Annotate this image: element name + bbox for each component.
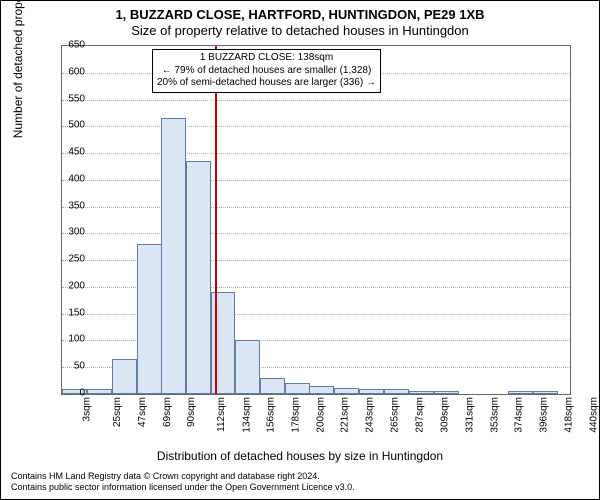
y-tick-label: 150 bbox=[55, 307, 85, 318]
y-tick-label: 600 bbox=[55, 66, 85, 77]
histogram-bar bbox=[434, 391, 459, 394]
y-tick-label: 200 bbox=[55, 280, 85, 291]
plot-area: 1 BUZZARD CLOSE: 138sqm ← 79% of detache… bbox=[61, 45, 571, 395]
y-axis-label: Number of detached properties bbox=[11, 0, 25, 138]
histogram-bar bbox=[508, 391, 533, 394]
grid-line bbox=[62, 100, 570, 101]
y-tick-label: 350 bbox=[55, 200, 85, 211]
x-tick-label: 112sqm bbox=[215, 397, 226, 432]
x-tick-label: 69sqm bbox=[162, 397, 173, 427]
histogram-bar bbox=[87, 389, 112, 394]
y-tick-label: 650 bbox=[55, 40, 85, 51]
x-tick-label: 309sqm bbox=[440, 397, 451, 433]
x-tick-label: 156sqm bbox=[266, 397, 277, 433]
footer-line1: Contains HM Land Registry data © Crown c… bbox=[11, 471, 355, 482]
chart-title-line1: 1, BUZZARD CLOSE, HARTFORD, HUNTINGDON, … bbox=[1, 7, 599, 22]
annotation-line2: ← 79% of detached houses are smaller (1,… bbox=[157, 65, 376, 78]
x-tick-label: 331sqm bbox=[465, 397, 476, 433]
x-tick-label: 396sqm bbox=[538, 397, 549, 433]
y-tick-label: 550 bbox=[55, 93, 85, 104]
grid-line bbox=[62, 126, 570, 127]
x-tick-label: 440sqm bbox=[588, 397, 599, 433]
x-tick-label: 47sqm bbox=[137, 397, 148, 427]
x-tick-label: 221sqm bbox=[340, 397, 351, 433]
histogram-bar bbox=[161, 118, 186, 394]
x-tick-label: 25sqm bbox=[112, 397, 123, 427]
grid-line bbox=[62, 207, 570, 208]
footer-line2: Contains public sector information licen… bbox=[11, 482, 355, 493]
y-tick-label: 50 bbox=[55, 361, 85, 372]
reference-line bbox=[215, 46, 217, 394]
y-tick-label: 250 bbox=[55, 254, 85, 265]
x-tick-label: 200sqm bbox=[316, 397, 327, 433]
histogram-bar bbox=[112, 359, 137, 394]
chart-container: 1, BUZZARD CLOSE, HARTFORD, HUNTINGDON, … bbox=[0, 0, 600, 500]
grid-line bbox=[62, 153, 570, 154]
histogram-bar bbox=[309, 386, 334, 394]
histogram-bar bbox=[533, 391, 558, 394]
annotation-line1: 1 BUZZARD CLOSE: 138sqm bbox=[157, 52, 376, 65]
histogram-bar bbox=[409, 391, 434, 394]
histogram-bar bbox=[359, 389, 384, 394]
histogram-bar bbox=[384, 389, 409, 394]
x-tick-label: 3sqm bbox=[81, 397, 92, 421]
x-tick-label: 243sqm bbox=[365, 397, 376, 433]
histogram-bar bbox=[186, 161, 211, 394]
grid-line bbox=[62, 180, 570, 181]
y-tick-label: 500 bbox=[55, 120, 85, 131]
histogram-bar bbox=[285, 383, 310, 394]
y-tick-label: 300 bbox=[55, 227, 85, 238]
y-tick-label: 100 bbox=[55, 334, 85, 345]
x-tick-label: 374sqm bbox=[513, 397, 524, 433]
grid-line bbox=[62, 233, 570, 234]
histogram-bar bbox=[260, 378, 285, 394]
y-tick-label: 450 bbox=[55, 147, 85, 158]
annotation-box: 1 BUZZARD CLOSE: 138sqm ← 79% of detache… bbox=[152, 49, 381, 93]
x-tick-label: 90sqm bbox=[186, 397, 197, 427]
x-axis-label: Distribution of detached houses by size … bbox=[1, 449, 599, 463]
x-tick-label: 178sqm bbox=[291, 397, 302, 433]
chart-title-line2: Size of property relative to detached ho… bbox=[1, 23, 599, 38]
annotation-line3: 20% of semi-detached houses are larger (… bbox=[157, 77, 376, 90]
x-tick-label: 134sqm bbox=[241, 397, 252, 433]
histogram-bar bbox=[137, 244, 162, 394]
y-tick-label: 400 bbox=[55, 173, 85, 184]
x-tick-label: 287sqm bbox=[415, 397, 426, 433]
histogram-bar bbox=[235, 340, 260, 394]
footer-attribution: Contains HM Land Registry data © Crown c… bbox=[11, 471, 355, 493]
histogram-bar bbox=[334, 388, 359, 394]
x-tick-label: 353sqm bbox=[489, 397, 500, 433]
x-tick-label: 418sqm bbox=[563, 397, 574, 433]
x-tick-label: 265sqm bbox=[390, 397, 401, 433]
